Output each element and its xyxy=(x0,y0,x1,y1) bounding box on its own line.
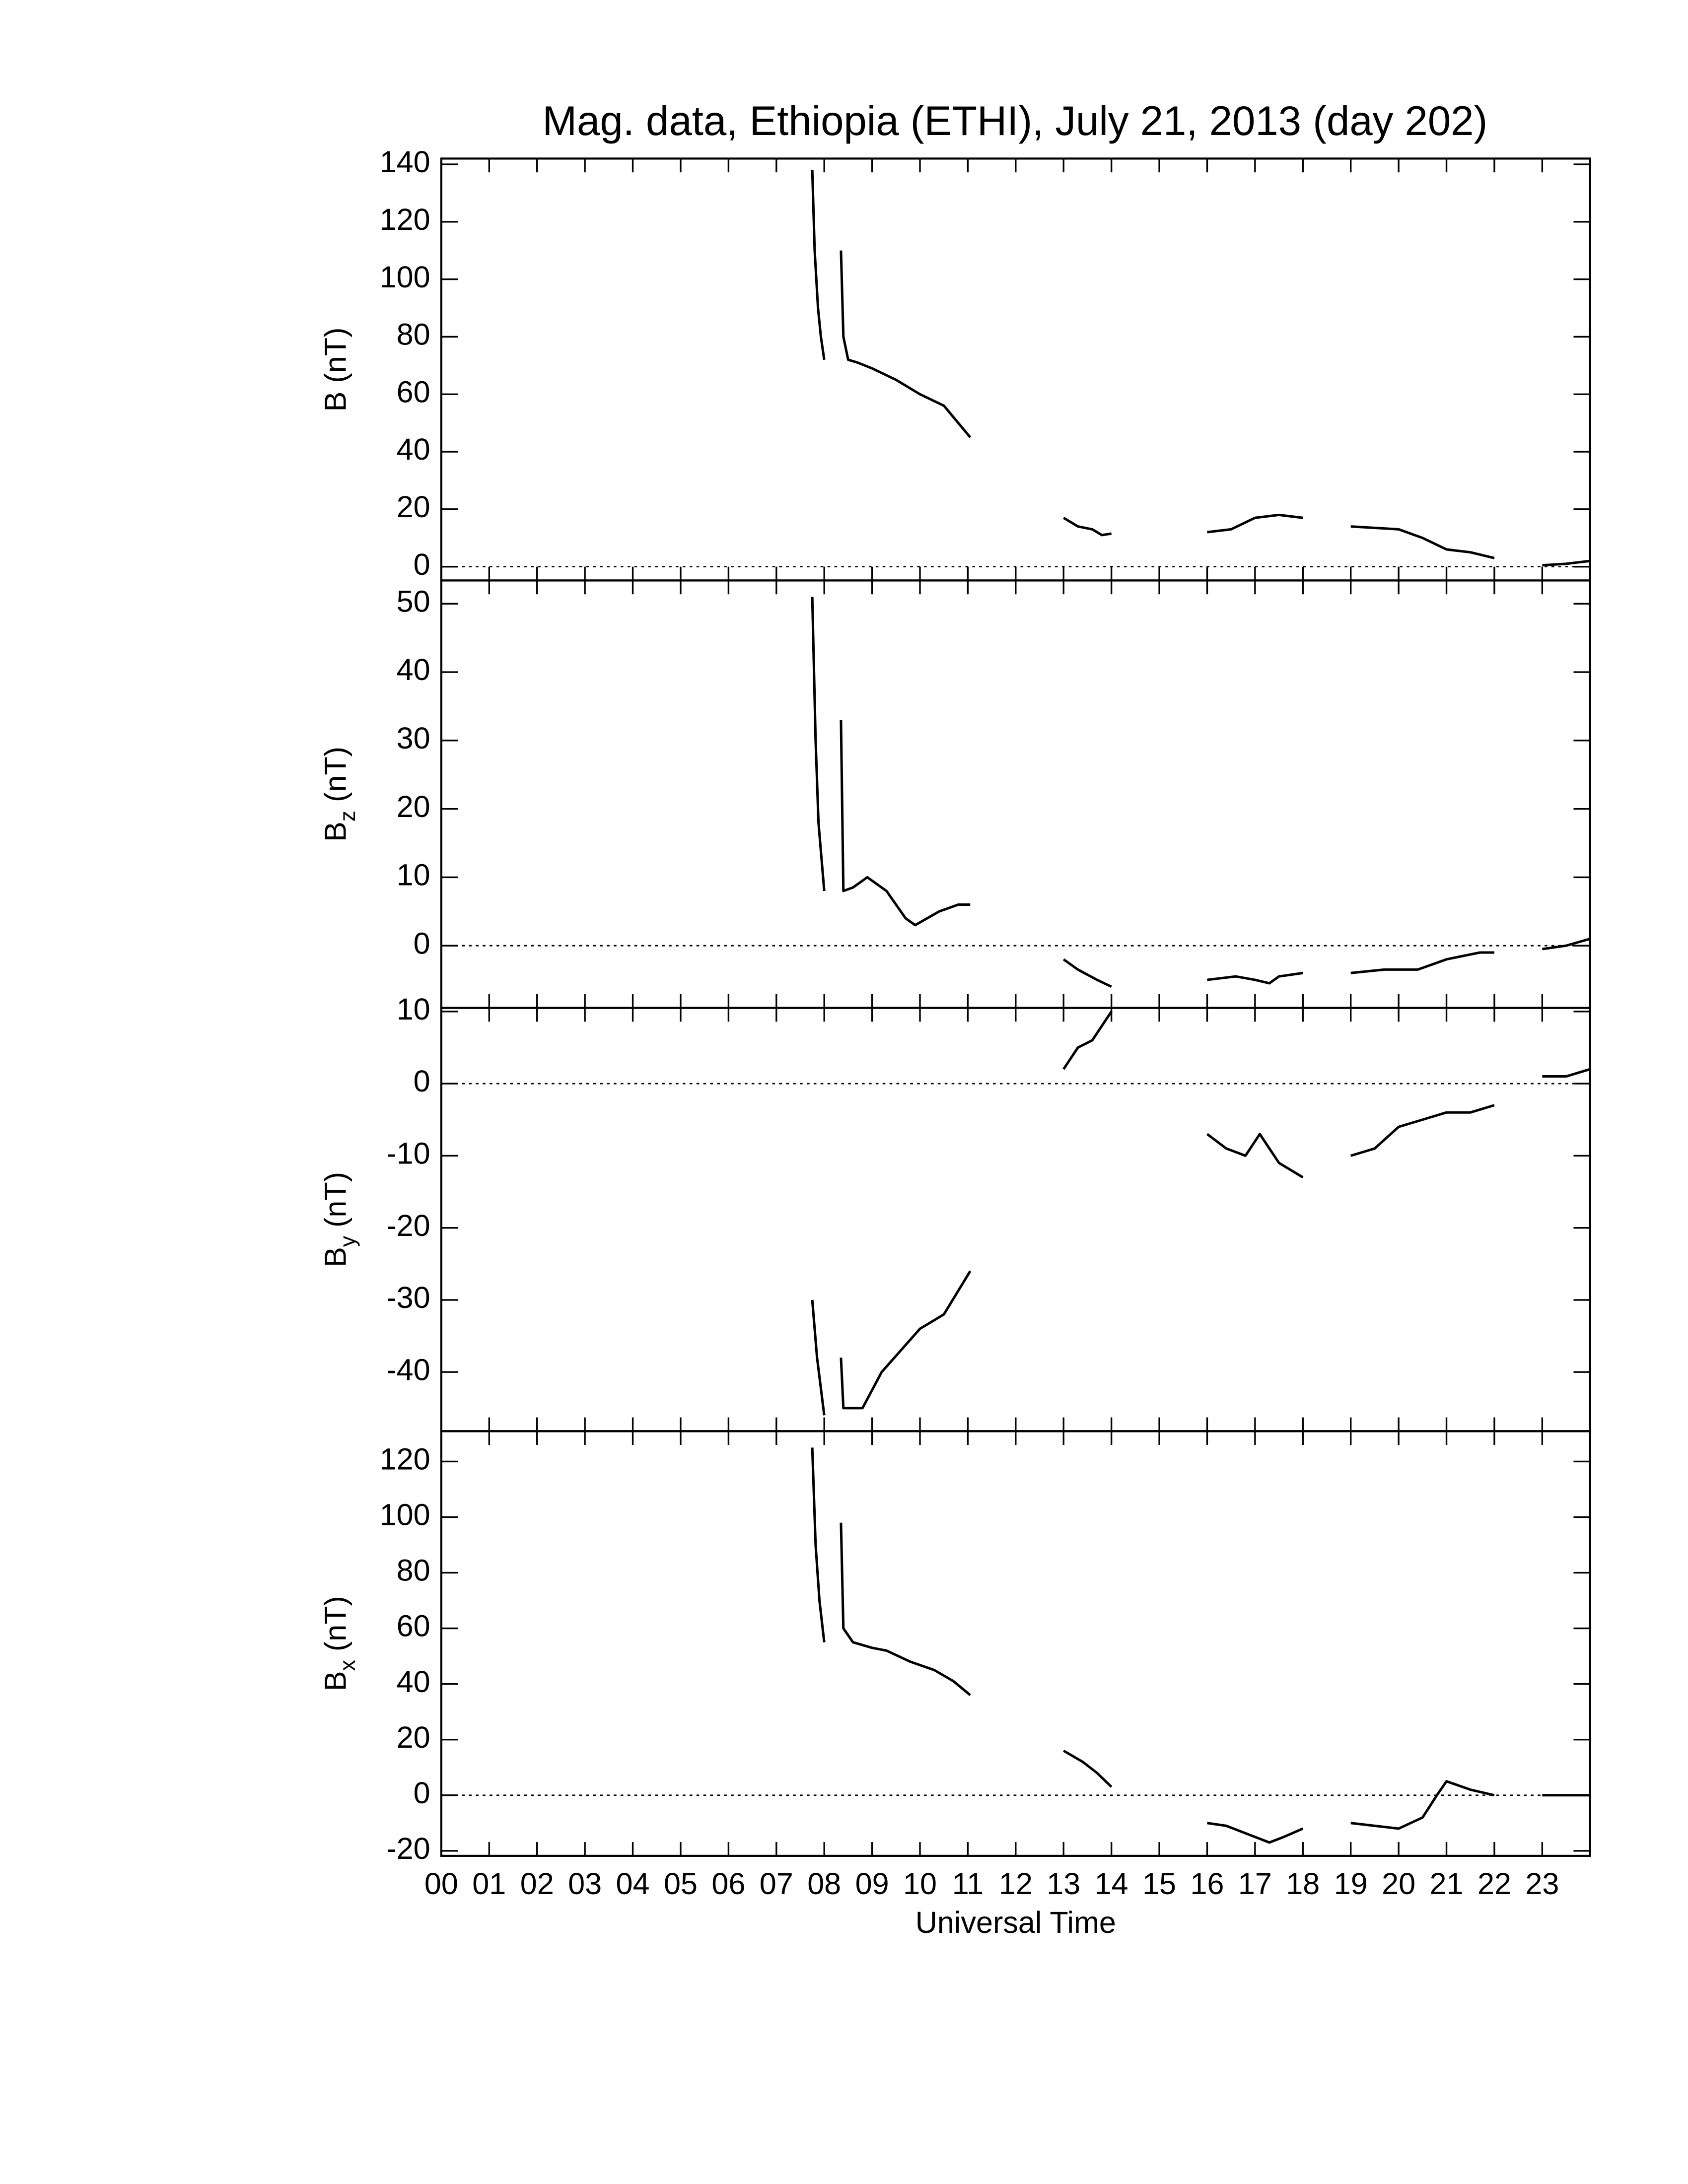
y-axis-label: Bx (nT) xyxy=(319,1596,360,1691)
y-tick-label: 50 xyxy=(397,584,430,618)
y-label-unit: (nT) xyxy=(319,1596,352,1651)
y-label-space xyxy=(319,802,352,811)
x-tick-label: 05 xyxy=(664,1867,698,1901)
y-tick-label: 40 xyxy=(397,653,430,686)
y-tick-label: 120 xyxy=(380,1442,430,1476)
y-label-space xyxy=(319,1651,352,1660)
x-tick-label: 20 xyxy=(1382,1867,1415,1901)
x-tick-label: 11 xyxy=(952,1867,984,1901)
y-label-unit: (nT) xyxy=(319,747,352,802)
plot-frame xyxy=(440,1007,1591,1433)
x-tick-label: 21 xyxy=(1430,1867,1464,1901)
y-tick-label: 10 xyxy=(397,992,430,1026)
x-tick-label: 00 xyxy=(424,1867,458,1901)
x-tick-label: 22 xyxy=(1477,1867,1511,1901)
x-tick-label: 15 xyxy=(1142,1867,1176,1901)
y-label-sub: z xyxy=(336,811,360,821)
y-label-space xyxy=(319,383,352,392)
y-tick-label: -10 xyxy=(386,1137,430,1170)
y-tick-label: -20 xyxy=(386,1832,430,1865)
y-tick-label: 60 xyxy=(397,1609,430,1643)
plot-frame xyxy=(440,579,1591,1009)
x-axis-label: Universal Time xyxy=(915,1906,1116,1939)
y-tick-label: 10 xyxy=(397,858,430,892)
y-tick-label: 0 xyxy=(414,926,430,960)
plot-frame xyxy=(440,1430,1591,1857)
x-tick-label: 13 xyxy=(1047,1867,1080,1901)
x-tick-label: 09 xyxy=(855,1867,889,1901)
x-tick-label: 19 xyxy=(1334,1867,1368,1901)
y-axis-label: Bz (nT) xyxy=(319,747,360,842)
y-tick-label: 0 xyxy=(414,547,430,581)
y-tick-label: 80 xyxy=(397,1554,430,1587)
y-label-sub: y xyxy=(336,1235,360,1247)
x-tick-label: 10 xyxy=(903,1867,937,1901)
x-tick-label: 16 xyxy=(1190,1867,1224,1901)
y-label-unit: (nT) xyxy=(319,328,352,383)
y-tick-label: 120 xyxy=(380,203,430,236)
x-tick-label: 12 xyxy=(999,1867,1033,1901)
x-tick-label: 03 xyxy=(568,1867,602,1901)
data-line xyxy=(811,1447,1590,1844)
x-tick-label: 17 xyxy=(1238,1867,1272,1901)
x-tick-label: 23 xyxy=(1525,1867,1559,1901)
y-tick-label: 100 xyxy=(380,260,430,294)
data-line xyxy=(811,597,1591,988)
y-axis-label: By (nT) xyxy=(319,1172,360,1267)
y-tick-label: 60 xyxy=(397,375,430,409)
x-tick-label: 01 xyxy=(472,1867,506,1901)
y-tick-label: -40 xyxy=(386,1353,430,1386)
y-tick-label: -20 xyxy=(386,1209,430,1242)
y-tick-label: 140 xyxy=(380,145,430,179)
y-tick-label: 100 xyxy=(380,1498,430,1532)
y-tick-label: 0 xyxy=(414,1064,430,1098)
x-tick-label: 18 xyxy=(1286,1867,1320,1901)
x-tick-label: 02 xyxy=(520,1867,554,1901)
y-axis-label: B (nT) xyxy=(319,328,352,412)
y-label-base: B xyxy=(319,392,352,412)
y-tick-label: 40 xyxy=(397,1665,430,1699)
y-tick-label: 20 xyxy=(397,1720,430,1754)
x-tick-label: 04 xyxy=(616,1867,650,1901)
y-tick-label: 20 xyxy=(397,790,430,823)
plot-frame xyxy=(440,157,1591,582)
y-tick-label: 20 xyxy=(397,490,430,524)
x-tick-label: 07 xyxy=(760,1867,793,1901)
x-tick-label: 14 xyxy=(1095,1867,1128,1901)
y-tick-label: -30 xyxy=(386,1281,430,1314)
y-tick-label: 30 xyxy=(397,721,430,755)
chart-title: Mag. data, Ethiopia (ETHI), July 21, 201… xyxy=(543,98,1488,144)
x-tick-label: 06 xyxy=(711,1867,745,1901)
y-tick-label: 80 xyxy=(397,318,430,351)
y-label-unit: (nT) xyxy=(319,1172,352,1228)
y-label-sub: x xyxy=(336,1660,360,1671)
y-label-base: B xyxy=(319,1247,352,1267)
data-line xyxy=(811,170,1591,567)
y-label-base: B xyxy=(319,821,352,842)
y-label-space xyxy=(319,1228,352,1236)
x-tick-label: 08 xyxy=(807,1867,841,1901)
data-line xyxy=(811,1011,1591,1416)
y-label-base: B xyxy=(319,1671,352,1691)
y-tick-label: 40 xyxy=(397,432,430,466)
y-tick-label: 0 xyxy=(414,1776,430,1810)
